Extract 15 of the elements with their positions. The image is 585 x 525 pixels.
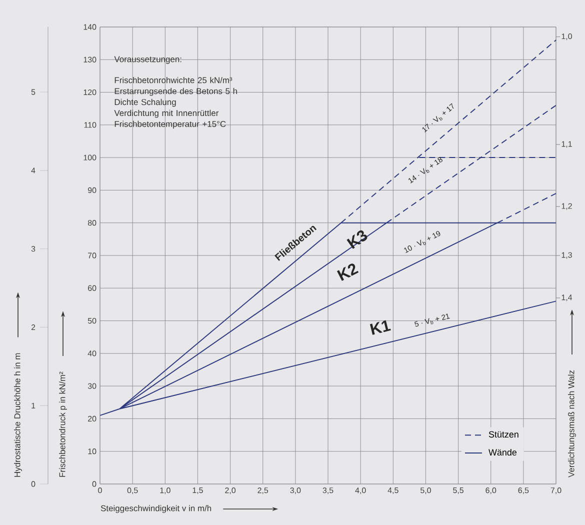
annotation: Frischbetontemperatur +15°C: [114, 120, 226, 129]
annotation: K2: [336, 264, 359, 281]
annotation: K3: [346, 230, 368, 249]
legend-label: Stützen: [488, 431, 518, 438]
y2-axis-title: Verdichtungsmaß nach Walz: [568, 370, 576, 478]
y-axis-title: Frischbetondruck p in kN/m²: [59, 372, 67, 477]
y3-axis-title: Hydrostatische Druckhöhe h in m: [14, 353, 22, 477]
annotation: Erstarrungsende des Betons 5 h: [114, 88, 237, 96]
annotation: Voraussetzungen:: [114, 56, 182, 64]
annotation: Verdichtung mit Innenrüttler: [114, 110, 219, 118]
x-axis-title: Steiggeschwindigkeit v in m/h: [100, 505, 212, 513]
annotation: K1: [370, 320, 391, 335]
legend-label: Wände: [488, 448, 517, 456]
annotation: Dichte Schalung: [114, 98, 176, 107]
annotation: Frischbetonrohwichte 25 kN/m³: [114, 76, 232, 84]
